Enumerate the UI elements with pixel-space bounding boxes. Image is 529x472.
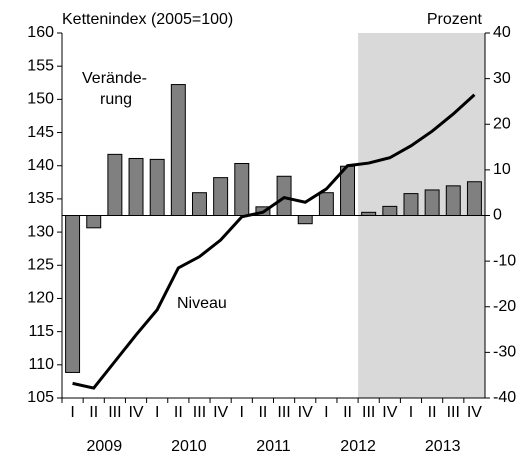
y-tick-label: 135	[27, 190, 54, 207]
bar	[382, 205, 398, 216]
year-label: 2013	[425, 438, 461, 455]
y-tick-label: 130	[27, 223, 54, 240]
right-axis-label: Prozent	[427, 11, 483, 28]
y-tick-label: 115	[28, 323, 54, 340]
x-tick-label: III	[193, 404, 206, 421]
y-tick-label: 110	[28, 356, 54, 373]
y-tick-label: 150	[27, 91, 54, 108]
x-tick-label: IV	[128, 404, 143, 421]
bar	[170, 84, 186, 217]
bar	[191, 192, 207, 216]
y-tick-label: 120	[27, 290, 54, 307]
x-tick-label: III	[447, 404, 460, 421]
year-label: 2011	[256, 438, 291, 455]
y-tick-label: 140	[27, 157, 54, 174]
x-tick-label: III	[362, 404, 375, 421]
x-tick-label: III	[277, 404, 290, 421]
y2-tick-label: 0	[493, 207, 502, 224]
x-tick-label: I	[409, 404, 413, 421]
x-tick-label: IV	[298, 404, 313, 421]
left-axis-label: Kettenindex (2005=100)	[62, 11, 233, 28]
bar-annotation: Verände-	[82, 70, 147, 87]
bar	[403, 193, 419, 217]
line	[72, 93, 476, 390]
bar	[340, 165, 356, 217]
bar	[149, 158, 165, 217]
year-label: 2010	[171, 438, 207, 455]
bar	[234, 162, 250, 217]
bar	[445, 185, 461, 216]
x-tick-label: IV	[382, 404, 397, 421]
bar	[276, 175, 292, 216]
y2-tick-label: 30	[493, 70, 511, 87]
x-tick-label: I	[70, 404, 74, 421]
x-tick-label: II	[174, 404, 183, 421]
year-label: 2012	[340, 438, 376, 455]
y-tick-label: 155	[27, 57, 54, 74]
x-tick-label: I	[155, 404, 159, 421]
x-tick-label: IV	[467, 404, 482, 421]
y2-tick-label: -40	[493, 389, 516, 406]
year-label: 2009	[87, 438, 123, 455]
y2-tick-label: -20	[493, 298, 516, 315]
y2-tick-label: -30	[493, 344, 516, 361]
y2-tick-label: 40	[493, 24, 511, 41]
line-annotation: Niveau	[177, 295, 227, 312]
bar	[297, 215, 313, 225]
bar	[213, 177, 229, 217]
x-tick-label: III	[108, 404, 121, 421]
x-tick-label: I	[324, 404, 328, 421]
y-tick-label: 160	[27, 24, 54, 41]
y2-tick-label: 10	[493, 161, 511, 178]
x-tick-label: I	[240, 404, 244, 421]
bar	[65, 215, 81, 373]
x-tick-label: II	[428, 404, 437, 421]
y-tick-label: 125	[27, 256, 54, 273]
bar	[86, 215, 102, 229]
bar	[424, 189, 440, 216]
x-tick-label: IV	[213, 404, 228, 421]
y2-tick-label: -10	[493, 252, 516, 269]
bar	[107, 153, 123, 217]
x-tick-label: II	[89, 404, 98, 421]
bar	[318, 192, 334, 216]
x-tick-label: II	[258, 404, 267, 421]
bar-annotation: rung	[100, 91, 132, 108]
bar	[466, 181, 482, 217]
y-tick-label: 105	[27, 389, 54, 406]
x-tick-label: II	[343, 404, 352, 421]
bar	[128, 157, 144, 216]
y-tick-label: 145	[27, 124, 54, 141]
y2-tick-label: 20	[493, 115, 511, 132]
